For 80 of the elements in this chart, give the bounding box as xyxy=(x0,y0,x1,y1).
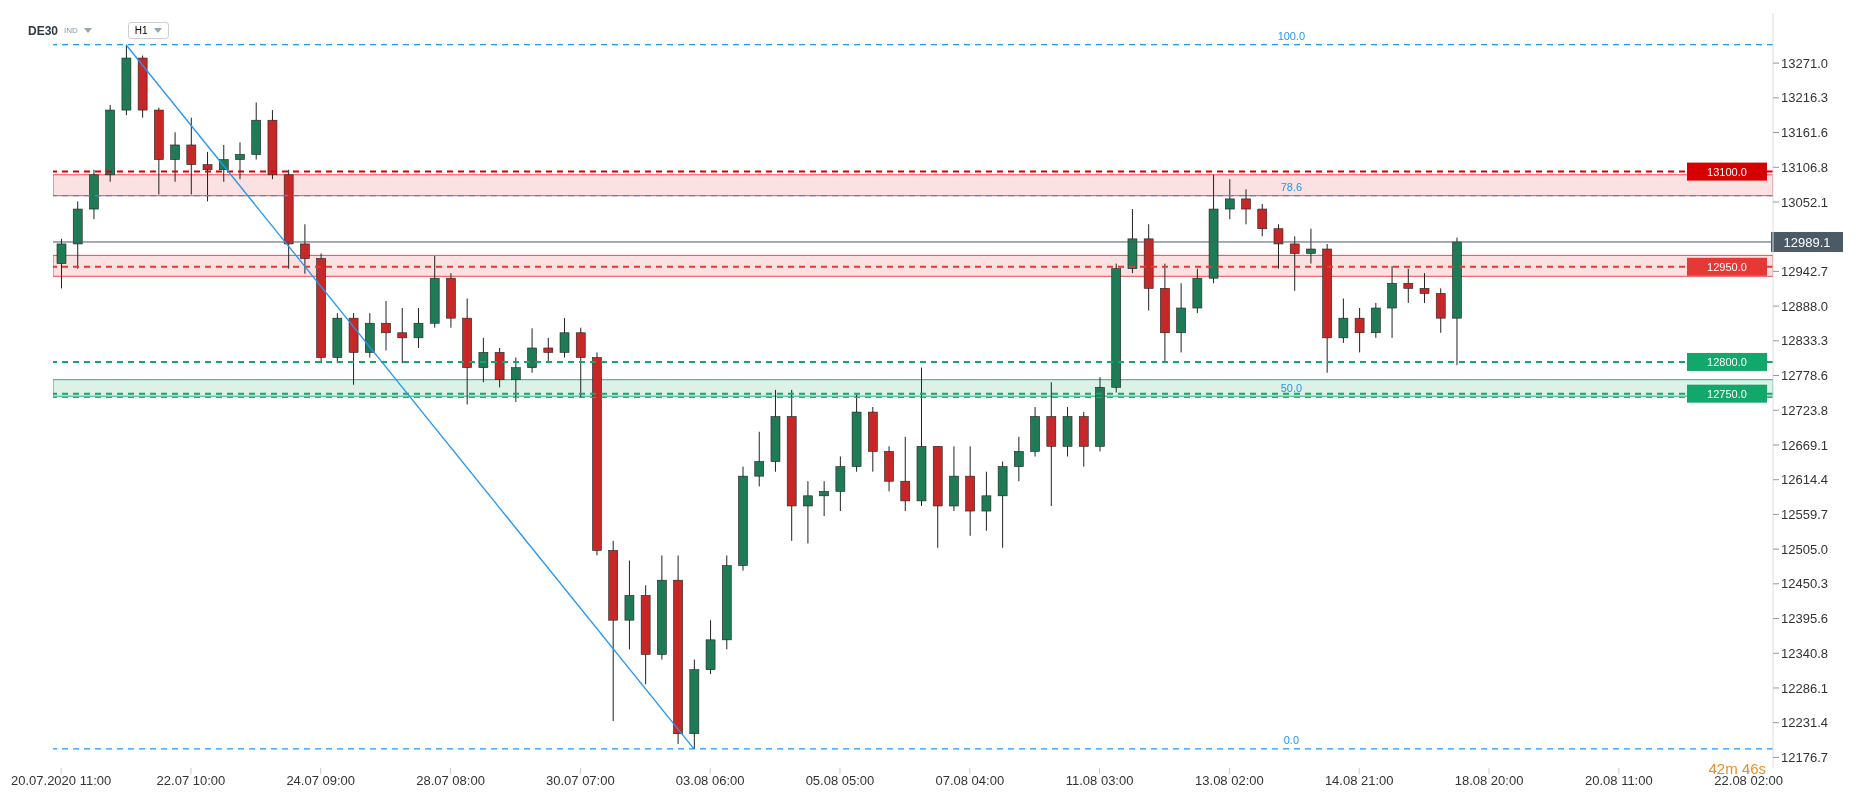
x-tick-label: 07.08 04:00 xyxy=(935,773,1005,789)
candlestick xyxy=(1289,235,1300,292)
annotation: 0.0 xyxy=(1283,733,1300,746)
candlestick xyxy=(56,238,67,289)
y-tick-label: 12231.4 xyxy=(1781,715,1828,731)
candlestick xyxy=(754,431,765,487)
y-tick-label: 12395.6 xyxy=(1781,611,1828,627)
candlestick xyxy=(1241,188,1251,225)
candlestick xyxy=(511,357,521,403)
y-tick-label: 12505.0 xyxy=(1781,541,1828,557)
candlestick xyxy=(1403,268,1414,304)
candlestick xyxy=(819,480,829,517)
y-tick-label: 13052.1 xyxy=(1781,194,1828,210)
y-tick-label: 13271.0 xyxy=(1781,55,1828,71)
candlestick xyxy=(202,151,213,202)
x-tick-label: 20.08 11:00 xyxy=(1584,773,1653,789)
candlestick xyxy=(1257,203,1268,237)
candlestick xyxy=(235,141,245,180)
candlestick xyxy=(803,480,813,544)
y-tick-label: 12286.1 xyxy=(1781,680,1828,696)
candlestick xyxy=(478,337,489,383)
annotation: 50.0 xyxy=(1280,382,1303,395)
candlestick xyxy=(300,223,310,275)
y-tick-label: 12669.1 xyxy=(1781,437,1828,453)
price-tag: 12750.0 xyxy=(1687,384,1767,403)
candlestick xyxy=(1354,307,1365,353)
y-tick-label: 12778.6 xyxy=(1781,368,1828,384)
ref-line-label: 12800.0 xyxy=(1707,355,1747,368)
y-tick-label: 13106.8 xyxy=(1781,159,1828,175)
ref-line-label: 12950.0 xyxy=(1707,260,1747,273)
y-tick-label: 13216.3 xyxy=(1781,90,1828,106)
y-tick-label: 12888.0 xyxy=(1781,298,1828,314)
candlestick xyxy=(1338,298,1349,344)
x-tick-label: 11.08 03:00 xyxy=(1065,773,1134,789)
price-tag: 12989.1 xyxy=(1771,231,1843,252)
ref-line-label: 12989.1 xyxy=(1783,234,1831,250)
y-tick-label: 12340.8 xyxy=(1781,645,1828,661)
candlestick xyxy=(170,131,180,183)
candlestick xyxy=(397,307,408,364)
y-tick-label: 12833.3 xyxy=(1781,333,1828,349)
candlestick xyxy=(1306,228,1316,265)
candlestick xyxy=(186,117,197,195)
x-tick-label: 28.07 08:00 xyxy=(416,773,485,789)
candlestick xyxy=(1419,272,1430,304)
text: DE30 xyxy=(28,23,59,38)
price-tag: 12800.0 xyxy=(1687,352,1767,371)
candlestick xyxy=(559,317,570,359)
annotation: H1 xyxy=(127,22,169,39)
y-tick-label: 12723.8 xyxy=(1781,402,1828,418)
candlestick xyxy=(900,436,911,512)
x-tick-label: 20.07.2020 11:00 xyxy=(10,773,112,789)
candlestick xyxy=(413,307,424,349)
candlestick xyxy=(1273,223,1284,270)
x-tick-label: 14.08 21:00 xyxy=(1324,773,1394,789)
annotation: IND xyxy=(64,26,78,35)
y-tick-label: 12559.7 xyxy=(1781,507,1828,523)
y-tick-label: 12450.3 xyxy=(1781,576,1828,592)
x-tick-label: 03.08 06:00 xyxy=(675,773,745,789)
candlestick xyxy=(981,471,992,532)
price-tag: 13100.0 xyxy=(1687,162,1767,181)
ref-line-label: 12750.0 xyxy=(1707,387,1747,400)
x-tick-label: 13.08 02:00 xyxy=(1195,773,1264,789)
annotation: 100.0 xyxy=(1277,29,1306,42)
candlestick xyxy=(1014,436,1024,482)
price-tag: 12950.0 xyxy=(1687,257,1767,276)
ref-line-label: 13100.0 xyxy=(1707,165,1747,178)
y-tick-label: 12614.4 xyxy=(1781,472,1828,488)
candlestick xyxy=(1225,178,1235,220)
y-tick-label: 12942.7 xyxy=(1781,264,1828,280)
x-tick-label: 24.07 09:00 xyxy=(286,773,356,789)
x-tick-label: 18.08 20:00 xyxy=(1454,773,1524,789)
candlestick xyxy=(527,327,537,374)
candlestick xyxy=(543,337,554,364)
y-tick-label: 12176.7 xyxy=(1781,750,1828,766)
x-tick-label: 05.08 05:00 xyxy=(805,773,875,789)
annotation: 78.6 xyxy=(1280,180,1303,193)
candlestick xyxy=(381,300,391,352)
x-tick-label: 30.07 07:00 xyxy=(546,773,615,789)
y-tick-label: 13161.6 xyxy=(1781,125,1828,141)
x-tick-label: 22.07 10:00 xyxy=(156,773,226,789)
